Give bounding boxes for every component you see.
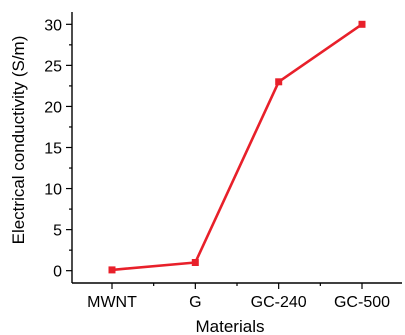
y-tick-label: 30: [44, 17, 62, 34]
x-tick-label: MWNT: [87, 294, 137, 311]
y-tick-label: 0: [53, 264, 62, 281]
data-point-marker: [358, 20, 366, 28]
data-point-marker: [108, 266, 116, 274]
x-axis-ticks: MWNT G GC-240 GC-500: [87, 283, 390, 311]
y-tick-label: 15: [44, 141, 62, 158]
y-tick-label: 5: [53, 223, 62, 240]
y-tick-label: 20: [44, 99, 62, 116]
y-tick-label: 25: [44, 58, 62, 75]
x-tick-label: GC-500: [334, 294, 390, 311]
plot-frame: [71, 12, 402, 284]
y-axis-title: Electrical conductivity (S/m): [9, 36, 28, 245]
x-tick-label: GC-240: [251, 294, 307, 311]
data-point-marker: [191, 259, 199, 266]
y-axis-ticks: 0 5 10 15 20 25 30: [44, 17, 72, 281]
x-tick-label: G: [189, 294, 201, 311]
series-line: [111, 23, 363, 272]
data-point-marker: [275, 78, 283, 86]
series-layer: [108, 20, 366, 274]
x-axis-title: Materials: [196, 317, 265, 335]
y-tick-label: 10: [44, 182, 62, 199]
